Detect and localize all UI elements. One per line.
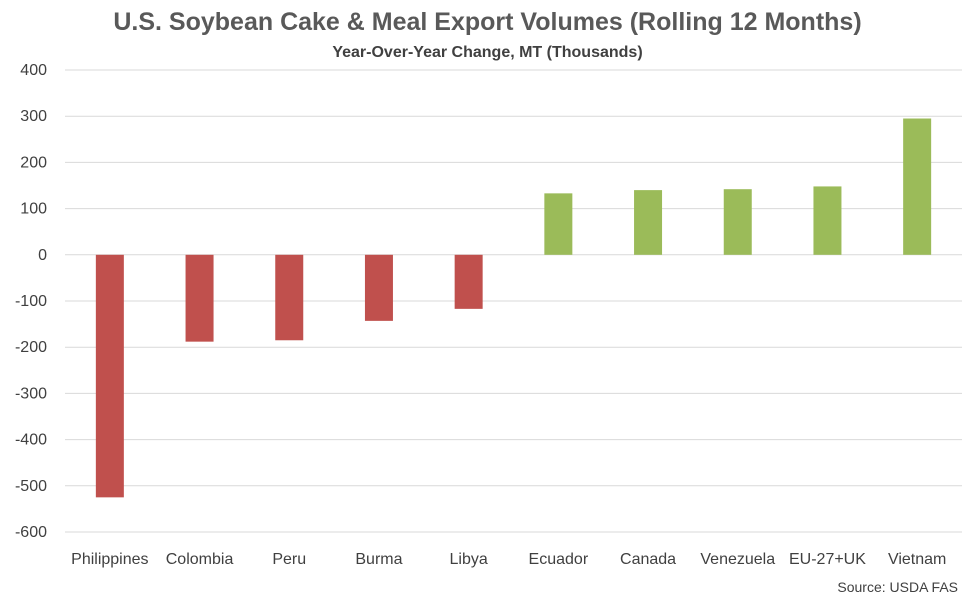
x-tick-label: Canada <box>620 551 676 568</box>
bar-canada <box>634 190 663 255</box>
bar-venezuela <box>723 189 752 255</box>
x-tick-label: Colombia <box>166 551 234 568</box>
x-tick-label: EU-27+UK <box>789 551 866 568</box>
bars <box>95 118 932 498</box>
y-tick-label: -200 <box>15 339 47 356</box>
x-tick-label: Philippines <box>71 551 148 568</box>
chart-subtitle: Year-Over-Year Change, MT (Thousands) <box>332 44 643 61</box>
x-axis-tick-labels: Philippines Colombia Peru Burma Libya Ecuador… <box>71 551 946 568</box>
y-tick-label: -500 <box>15 478 47 495</box>
source-note: Source: USDA FAS <box>837 579 958 595</box>
y-tick-label: -600 <box>15 524 47 541</box>
y-axis-tick-labels: 400 300 200 100 0 -100 -200 -300 -400 -500 -600 <box>15 62 47 541</box>
x-tick-label: Vietnam <box>888 551 946 568</box>
bar-burma <box>364 254 393 321</box>
bar-eu-27-uk <box>813 186 842 255</box>
chart-title: U.S. Soybean Cake & Meal Export Volumes … <box>113 8 862 36</box>
x-tick-label: Libya <box>450 551 488 568</box>
x-tick-label: Venezuela <box>700 551 775 568</box>
x-tick-label: Ecuador <box>529 551 589 568</box>
y-tick-label: 0 <box>38 247 47 264</box>
y-tick-label: -400 <box>15 432 47 449</box>
y-tick-label: 100 <box>20 201 47 218</box>
bar-colombia <box>185 254 214 342</box>
bar-philippines <box>95 254 124 498</box>
x-tick-label: Peru <box>272 551 306 568</box>
bar-vietnam <box>903 118 932 255</box>
bar-ecuador <box>544 193 573 255</box>
y-tick-label: 300 <box>20 108 47 125</box>
gridlines <box>65 69 962 533</box>
y-tick-label: -300 <box>15 385 47 402</box>
x-tick-label: Burma <box>355 551 402 568</box>
y-tick-label: -100 <box>15 293 47 310</box>
y-tick-label: 400 <box>20 62 47 79</box>
bar-libya <box>454 254 483 309</box>
y-tick-label: 200 <box>20 154 47 171</box>
bar-peru <box>275 254 304 341</box>
